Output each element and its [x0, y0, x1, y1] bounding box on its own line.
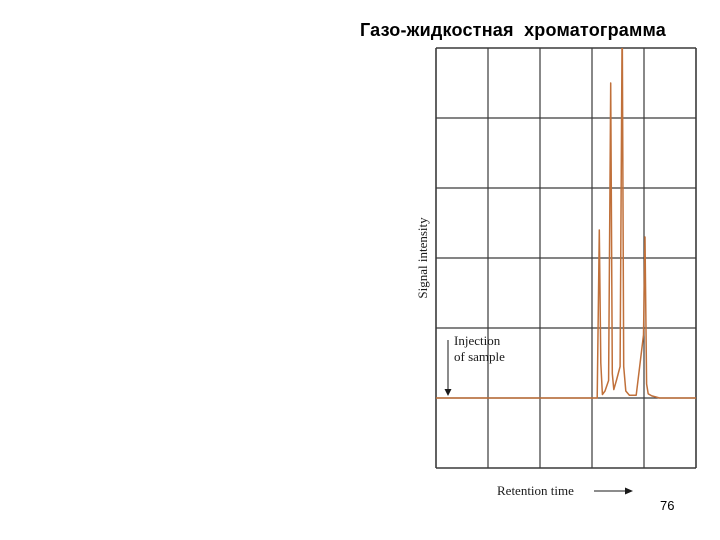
grid	[435, 47, 697, 469]
injection-arrow-head	[444, 389, 452, 396]
trace-group	[436, 48, 696, 399]
x-axis-label: Retention time	[497, 483, 574, 498]
signal-trace	[436, 48, 696, 399]
injection-annotation: Injection of sample	[454, 333, 505, 364]
x-axis-arrow-head	[625, 487, 633, 495]
annotation-group: Injection of sample	[444, 333, 505, 396]
axis-label-group: Retention time Signal intensity	[415, 217, 633, 498]
slide-title: Газо-жидкостная хроматограмма	[360, 20, 667, 40]
y-axis-label: Signal intensity	[415, 217, 430, 299]
page-number: 76	[660, 498, 675, 513]
